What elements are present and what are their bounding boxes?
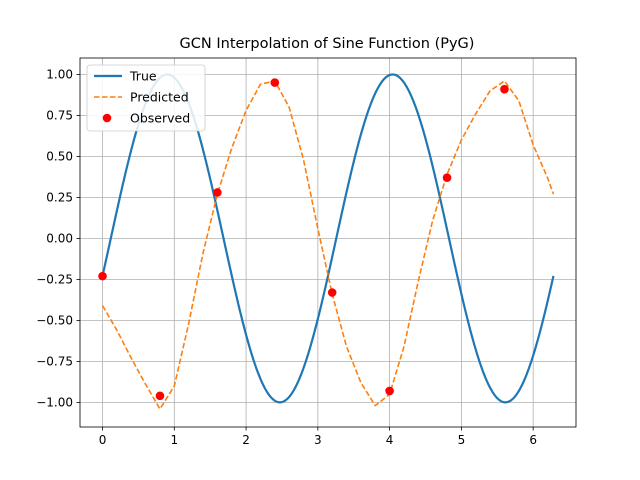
chart-title: GCN Interpolation of Sine Function (PyG) [180,36,475,52]
observed-point-1 [155,391,165,401]
y-tick-label-4: 0.00 [46,232,73,246]
observed-point-2 [213,188,222,197]
legend-box [86,64,206,132]
y-tick-label-2: −0.50 [36,314,73,328]
legend: True Predicted Observed [86,64,206,132]
grid-lines [80,58,576,427]
legend-label-true: True [129,69,157,84]
legend-marker-observed [102,113,112,123]
x-tick-label-2: 2 [242,433,250,447]
x-tick-label-5: 5 [458,433,466,447]
observed-point-4 [327,288,337,297]
legend-label-predicted: Predicted [130,90,189,105]
plot-frame [79,57,577,428]
legend-label-observed: Observed [130,111,190,126]
y-tick-label-5: 0.25 [46,191,73,205]
y-tick-label-7: 0.75 [46,109,73,123]
observed-point-0 [98,271,107,281]
x-tick-label-1: 1 [170,433,178,447]
x-tick-label-0: 0 [99,433,107,447]
y-tick-label-6: 0.50 [46,150,73,164]
observed-point-6 [442,173,452,183]
observed-point-5 [385,386,394,396]
y-tick-label-0: −1.00 [36,396,73,410]
y-tick-label-3: −0.25 [36,273,73,287]
axis-ticks: 0 1 2 3 4 5 6 −1.00 −0.75 −0.50 −0.25 0.00 0.25 0.50 0… [36,68,537,447]
observed-point-3 [270,78,280,87]
y-tick-label-8: 1.00 [46,68,73,82]
x-tick-label-4: 4 [386,433,394,447]
x-tick-label-3: 3 [314,433,322,447]
observed-point-7 [500,84,509,94]
x-tick-label-6: 6 [529,433,537,447]
y-tick-label-1: −0.75 [36,355,73,369]
